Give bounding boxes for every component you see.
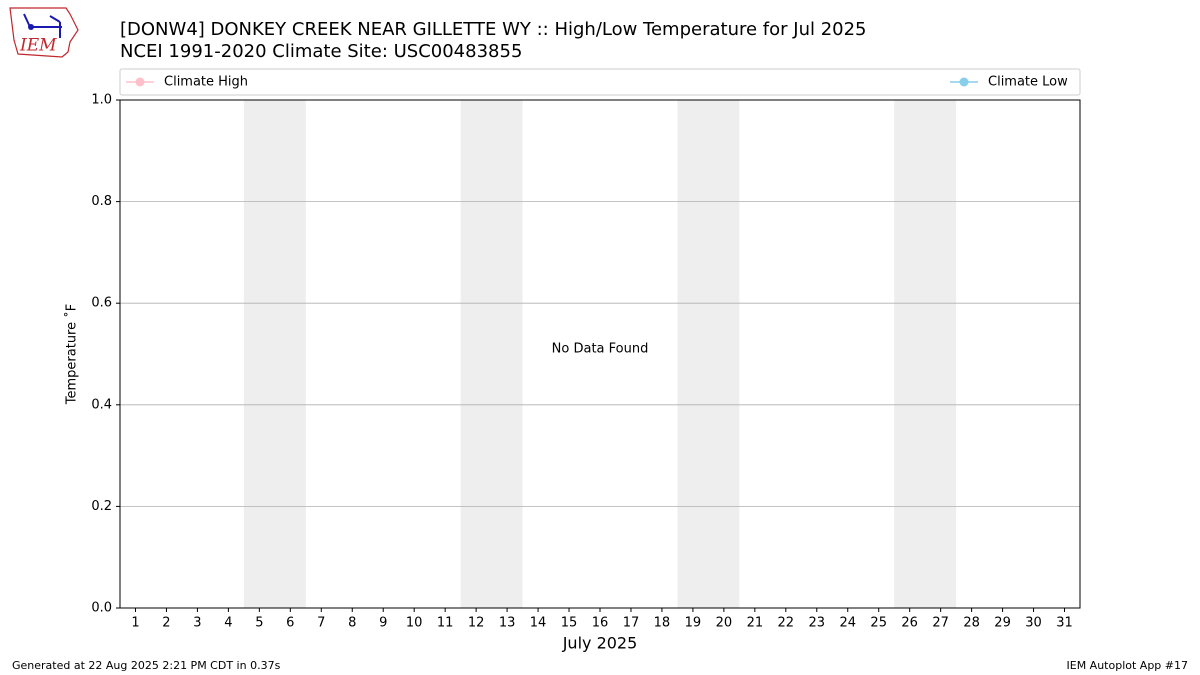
annotation: No Data Found: [552, 342, 649, 357]
x-tick-label: 24: [839, 616, 856, 631]
plot-frame: [119, 99, 1081, 609]
x-tick-label: 26: [901, 616, 918, 631]
weekend-band: [460, 100, 523, 608]
weekend-band: [677, 100, 740, 608]
y-tick-label: 0.6: [91, 296, 112, 311]
x-tick-label: 28: [963, 616, 980, 631]
y-tick-label: 0.8: [91, 194, 112, 209]
legend: [119, 68, 1081, 96]
x-tick-label: 10: [406, 616, 423, 631]
legend-label: Climate Low: [988, 75, 1068, 90]
x-tick-label: 11: [437, 616, 454, 631]
y-tick-label: 0.0: [91, 601, 112, 616]
x-tick-label: 20: [716, 616, 733, 631]
y-tick-label: 0.4: [91, 397, 112, 412]
footer-left: Generated at 22 Aug 2025 2:21 PM CDT in …: [12, 659, 281, 672]
x-tick-label: 15: [561, 616, 578, 631]
logo-outline: [9, 7, 79, 58]
y-axis-label: Temperature ˚F: [64, 304, 80, 405]
x-tick-label: 12: [468, 616, 485, 631]
x-tick-label: 13: [499, 616, 516, 631]
x-tick-label: 9: [379, 616, 387, 631]
x-tick-label: 22: [778, 616, 795, 631]
chart-title: [DONW4] DONKEY CREEK NEAR GILLETTE WY ::…: [120, 19, 867, 40]
x-tick-label: 18: [654, 616, 671, 631]
x-tick-label: 5: [255, 616, 263, 631]
x-tick-label: 16: [592, 616, 609, 631]
logo: IEM: [9, 7, 79, 58]
x-tick-label: 29: [994, 616, 1011, 631]
weekend-band: [243, 100, 306, 608]
x-tick-label: 4: [224, 616, 232, 631]
legend-label: Climate High: [164, 75, 248, 90]
x-tick-label: 7: [317, 616, 325, 631]
logo-text: IEM: [19, 36, 57, 56]
x-tick-label: 31: [1056, 616, 1073, 631]
logo-icon: [23, 13, 62, 38]
legend-marker: [959, 77, 969, 87]
chart-subtitle: NCEI 1991-2020 Climate Site: USC00483855: [120, 41, 522, 62]
x-tick-label: 1: [131, 616, 139, 631]
weekend-band: [894, 100, 957, 608]
y-tick-label: 1.0: [91, 93, 112, 108]
x-tick-label: 27: [932, 616, 949, 631]
x-tick-label: 21: [747, 616, 764, 631]
x-tick-label: 14: [530, 616, 547, 631]
x-axis-label: July 2025: [562, 634, 638, 653]
footer-right: IEM Autoplot App #17: [1067, 659, 1189, 672]
x-tick-label: 6: [286, 616, 294, 631]
legend-marker: [135, 77, 145, 87]
x-tick-label: 30: [1025, 616, 1042, 631]
x-tick-label: 19: [685, 616, 702, 631]
logo-dot: [28, 24, 34, 30]
x-tick-label: 3: [193, 616, 201, 631]
x-tick-label: 25: [870, 616, 887, 631]
x-tick-label: 8: [348, 616, 356, 631]
x-tick-label: 23: [809, 616, 826, 631]
y-tick-label: 0.2: [91, 499, 112, 514]
x-tick-label: 2: [162, 616, 170, 631]
x-tick-label: 17: [623, 616, 640, 631]
